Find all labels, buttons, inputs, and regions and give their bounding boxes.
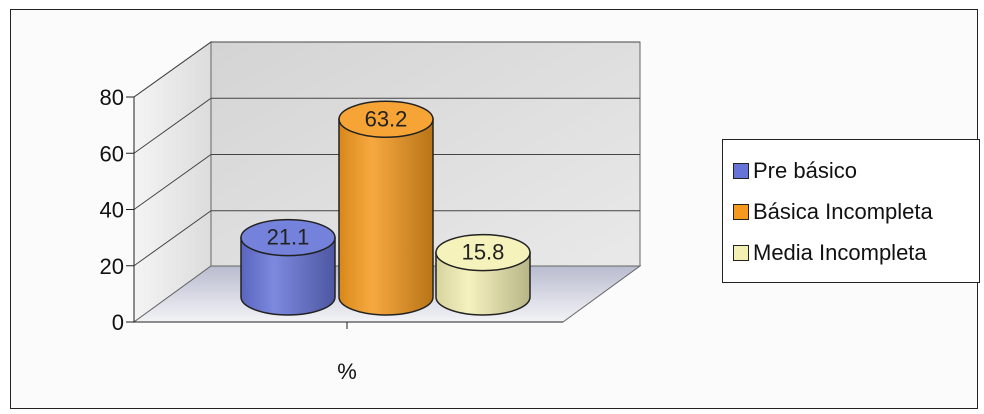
bar-top [240, 218, 336, 257]
gridline [133, 97, 640, 154]
bars [240, 100, 531, 316]
bar-body [240, 236, 336, 316]
legend-swatch [733, 244, 749, 261]
data-label: 21.1 [267, 225, 310, 250]
data-labels: 21.1 63.2 15.8 [267, 106, 505, 264]
legend-label: Pre básico [753, 157, 857, 183]
legend-item: Básica Incompleta [733, 191, 979, 232]
data-label: 63.2 [365, 106, 408, 131]
gridline [133, 154, 640, 210]
y-axis-ticks: 0 20 40 60 80 [100, 85, 563, 335]
y-tick-label: 0 [112, 310, 124, 335]
y-tick-label: 80 [100, 85, 124, 110]
legend-swatch [733, 203, 749, 220]
bar-body [338, 118, 434, 316]
legend-item: Pre básico [733, 150, 979, 191]
y-tick-label: 20 [100, 254, 124, 279]
data-label: 15.8 [462, 240, 505, 265]
bar-3 [435, 233, 531, 316]
x-category-label: % [337, 359, 357, 384]
gridline [133, 210, 640, 267]
y-tick-label: 40 [100, 198, 124, 223]
y-tick-label: 60 [100, 141, 124, 166]
legend-item: Media Incompleta [733, 232, 979, 273]
legend-swatch [733, 162, 749, 179]
legend: Pre básico Básica Incompleta Media Incompl… [722, 139, 980, 283]
legend-label: Media Incompleta [753, 239, 927, 265]
gridline [133, 41, 640, 98]
legend-label: Básica Incompleta [753, 198, 933, 224]
bar-2 [338, 100, 434, 316]
bar-1 [240, 218, 336, 316]
bar-top [435, 233, 531, 272]
bar-top [338, 100, 434, 138]
gridlines [133, 41, 640, 267]
